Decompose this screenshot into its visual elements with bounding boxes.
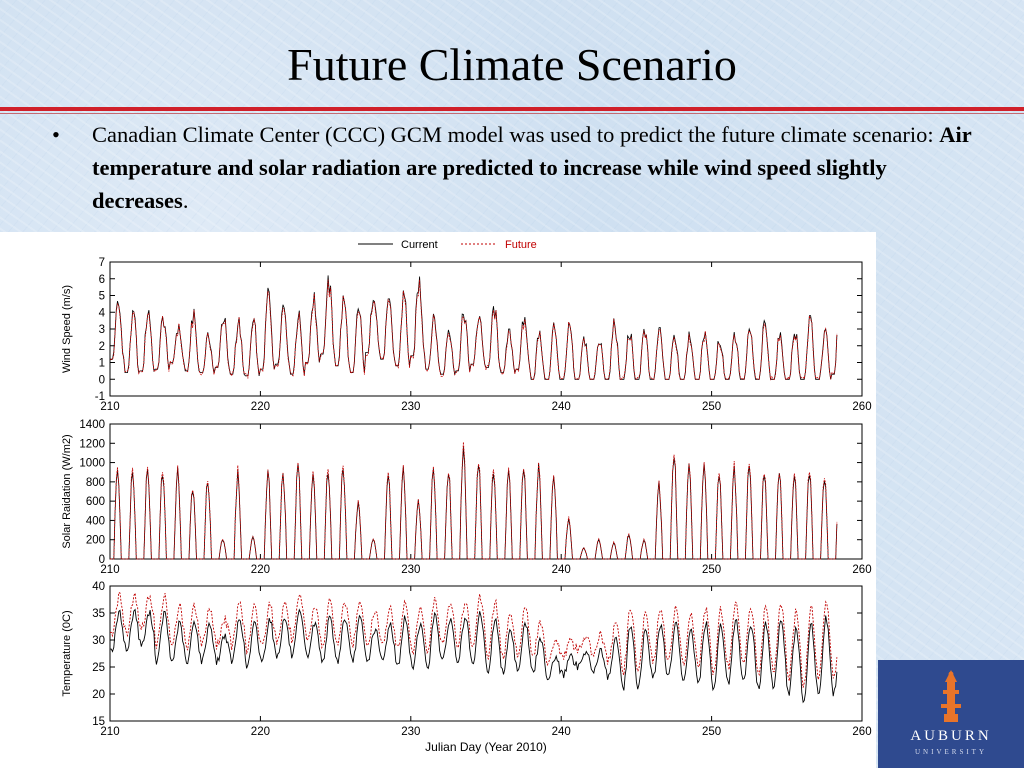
x-axis-label-2: Julian Day (Year 2010) <box>425 740 547 754</box>
auburn-tower-icon <box>941 670 961 722</box>
x-tick-label-0: 220 <box>251 401 270 413</box>
x-tick-label-2: 240 <box>552 726 571 738</box>
bullet-text: Canadian Climate Center (CCC) GCM model … <box>92 118 972 217</box>
x-tick-label-0: 250 <box>702 401 721 413</box>
series-future-line-1 <box>110 441 838 560</box>
x-tick-label-1: 230 <box>401 564 420 576</box>
x-tick-label-2: 250 <box>702 726 721 738</box>
chart-panel: Current Future -1 0 1 2 3 4 5 6 7 210 220 230 240 250 26… <box>0 232 876 768</box>
plot-frame-1 <box>109 423 863 560</box>
x-tick-label-2: 210 <box>100 726 119 738</box>
y-tick-label-0: 4 <box>99 307 106 319</box>
x-tick-label-2: 230 <box>401 726 420 738</box>
slide-title: Future Climate Scenario <box>287 39 737 90</box>
y-tick-label-0: 7 <box>99 257 105 269</box>
bullet-text-end: . <box>182 188 189 213</box>
logo-wordmark: AUBURN <box>910 728 992 744</box>
y-tick-label-1: 1200 <box>79 438 105 450</box>
title-divider-thin <box>0 113 1024 114</box>
x-tick-label-1: 210 <box>100 564 119 576</box>
y-tick-label-1: 0 <box>99 554 105 566</box>
y-tick-label-0: 6 <box>99 274 105 286</box>
y-tick-label-0: 3 <box>99 324 105 336</box>
plot-frame-2 <box>109 585 863 722</box>
title-divider <box>0 107 1024 111</box>
y-tick-label-0: 5 <box>99 291 105 303</box>
x-tick-label-0: 240 <box>552 401 571 413</box>
bullet-marker: • <box>52 122 60 147</box>
y-tick-label-2: 35 <box>92 608 105 620</box>
y-tick-label-2: 25 <box>92 662 105 674</box>
y-tick-label-0: 2 <box>99 341 105 353</box>
series-current-line-1 <box>110 447 838 560</box>
legend-current-label: Current <box>401 239 438 251</box>
y-axis-label-2: Temperature (0C) <box>61 610 73 696</box>
x-tick-label-1: 240 <box>552 564 571 576</box>
x-tick-label-1: 250 <box>702 564 721 576</box>
x-tick-label-1: 220 <box>251 564 270 576</box>
y-axis-label-1: Solar Raidation (W/m2) <box>61 434 73 548</box>
y-tick-label-1: 600 <box>86 496 105 508</box>
x-tick-label-0: 260 <box>852 401 871 413</box>
y-tick-label-1: 800 <box>86 477 105 489</box>
y-tick-label-2: 20 <box>92 689 105 701</box>
x-tick-label-2: 220 <box>251 726 270 738</box>
y-tick-label-1: 400 <box>86 515 105 527</box>
bullet-text-plain: Canadian Climate Center (CCC) GCM model … <box>92 122 940 147</box>
series-current-line-2 <box>110 608 838 704</box>
y-tick-label-1: 1400 <box>79 419 105 431</box>
y-tick-label-2: 15 <box>92 716 105 728</box>
y-tick-label-0: 1 <box>99 358 105 370</box>
x-tick-label-0: 230 <box>401 401 420 413</box>
auburn-logo: AUBURN UNIVERSITY <box>878 660 1024 768</box>
series-future-line-0 <box>109 279 838 381</box>
x-tick-label-0: 210 <box>100 401 119 413</box>
y-axis-label-0: Wind Speed (m/s) <box>61 285 73 373</box>
logo-subtitle: UNIVERSITY <box>915 748 987 756</box>
y-tick-label-1: 200 <box>86 535 105 547</box>
y-tick-label-2: 40 <box>92 581 105 593</box>
y-tick-label-2: 30 <box>92 635 105 647</box>
bullet-text-bold: Air temperature and solar radiation are … <box>92 122 972 213</box>
y-tick-label-0: -1 <box>95 391 105 403</box>
y-tick-label-0: 0 <box>99 374 105 386</box>
x-tick-label-2: 260 <box>852 726 871 738</box>
legend-future-label: Future <box>505 239 537 251</box>
y-tick-label-1: 1000 <box>79 458 105 470</box>
series-future-line-2 <box>109 591 838 688</box>
x-tick-label-1: 260 <box>852 564 871 576</box>
